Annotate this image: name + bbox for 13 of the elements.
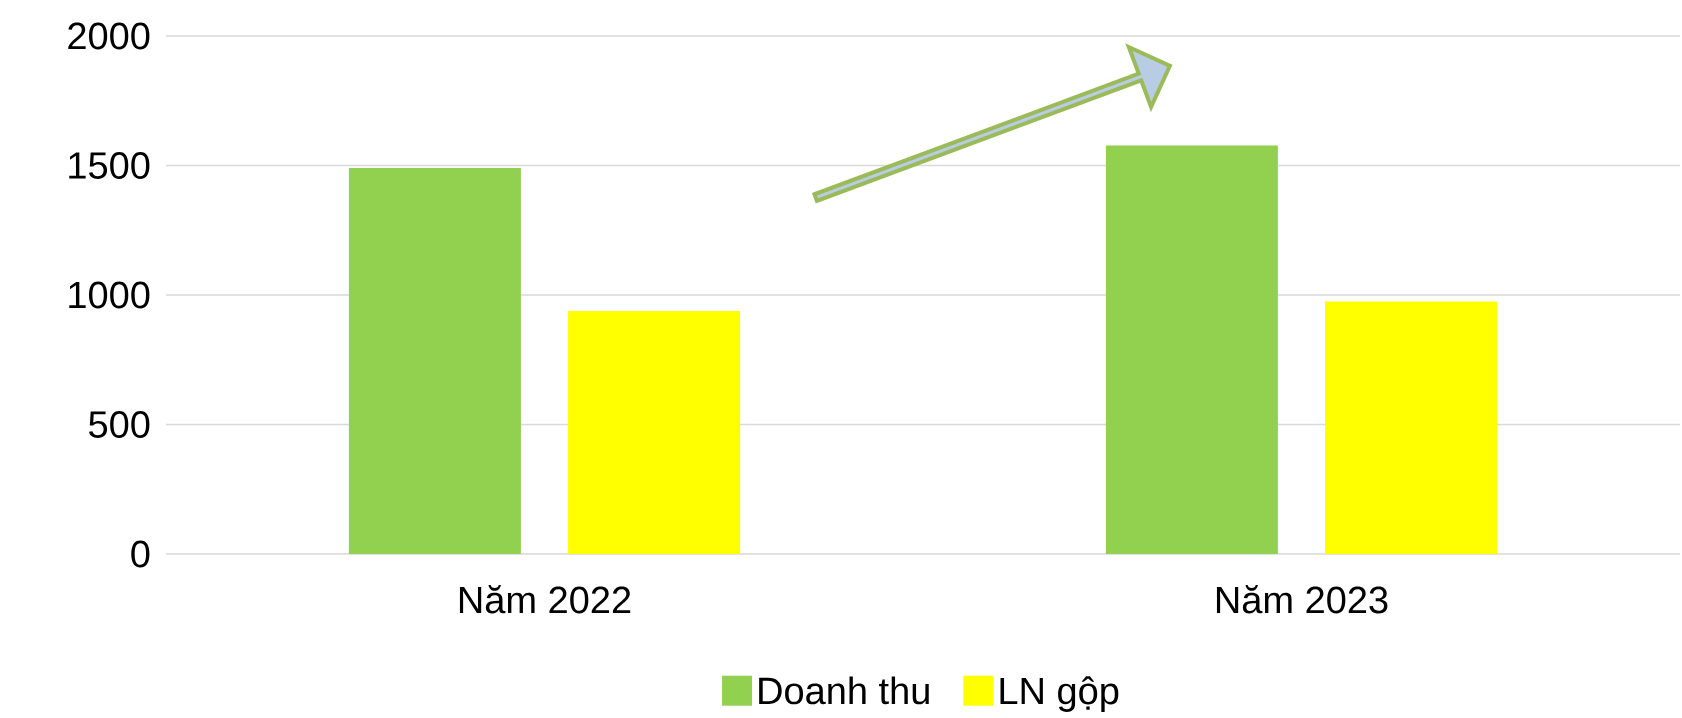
legend-label: Doanh thu	[759, 676, 929, 705]
x-tick-label: Năm 2022	[459, 585, 631, 614]
y-tick-label: 1500	[69, 152, 150, 179]
x-tick-label: Năm 2023	[1216, 585, 1388, 614]
bar	[348, 168, 521, 554]
bar	[1105, 145, 1278, 554]
bar	[568, 311, 741, 554]
y-tick-label: 1000	[69, 281, 150, 309]
y-tick-label: 0	[131, 540, 150, 568]
legend-label: LN gộp	[1000, 676, 1119, 712]
bar	[1325, 301, 1498, 554]
y-tick-label: 2000	[68, 22, 150, 50]
y-tick-label: 500	[89, 411, 150, 438]
